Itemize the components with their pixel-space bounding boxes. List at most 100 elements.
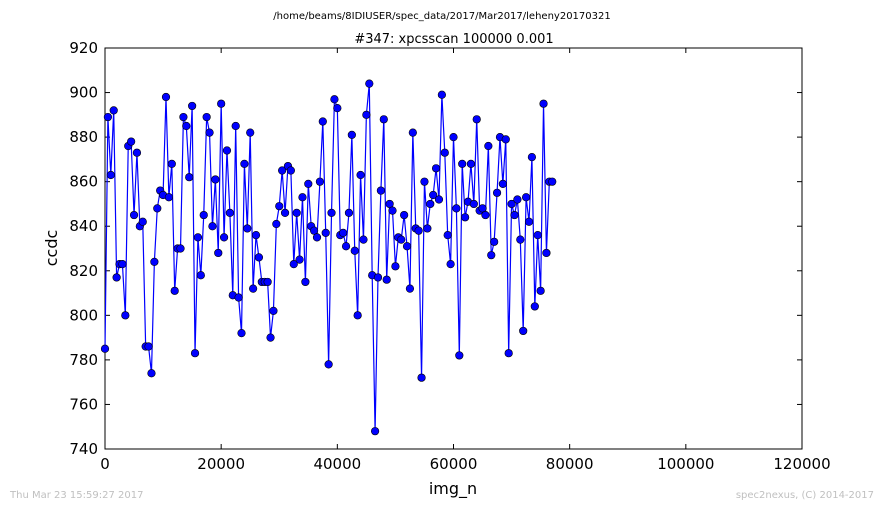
data-point <box>353 311 362 320</box>
data-point <box>266 333 275 342</box>
data-point <box>446 259 455 269</box>
data-point <box>225 208 234 217</box>
y-tick-label: 780 <box>69 351 98 369</box>
data-point <box>129 210 139 220</box>
footer-timestamp: Thu Mar 23 15:59:27 2017 <box>9 490 143 501</box>
data-point <box>211 175 220 184</box>
data-point <box>434 195 444 204</box>
data-point <box>153 204 162 213</box>
data-point <box>344 208 354 217</box>
tick-labels: 0 20000 40000 60000 80000 100000 120000 740 760 7… <box>69 39 830 473</box>
data-point <box>379 115 388 124</box>
data-point <box>536 286 545 295</box>
data-point <box>164 193 173 202</box>
data-point <box>121 311 130 320</box>
data-point <box>521 193 531 202</box>
data-point <box>234 293 243 302</box>
data-point <box>315 177 325 186</box>
data-point <box>127 137 136 146</box>
file-path-title: /home/beams/8IDIUSER/spec_data/2017/Mar2… <box>273 11 610 22</box>
data-point <box>341 242 351 251</box>
data-point <box>356 170 365 180</box>
data-point <box>440 148 449 157</box>
data-point <box>179 112 188 122</box>
data-point <box>347 130 356 139</box>
scan-title: #347: xpcsscan 100000 0.001 <box>354 32 553 47</box>
footer-credit: spec2nexus, (C) 2014-2017 <box>736 490 874 501</box>
data-point <box>414 226 423 235</box>
y-tick-label: 900 <box>69 84 98 102</box>
data-point <box>182 121 191 131</box>
data-point <box>533 231 542 240</box>
data-point <box>527 153 537 162</box>
data-point <box>417 373 426 382</box>
y-tick-label: 800 <box>69 306 98 324</box>
data-point <box>481 210 490 220</box>
data-point <box>219 233 229 242</box>
data-point <box>254 253 264 262</box>
x-tick-label: 60000 <box>430 455 478 473</box>
data-point <box>176 244 185 253</box>
data-point <box>321 228 330 238</box>
data-point <box>100 344 110 353</box>
data-point <box>510 210 519 220</box>
data-point <box>280 208 290 217</box>
data-point <box>263 277 272 287</box>
data-point <box>138 217 147 226</box>
data-point <box>167 159 176 168</box>
data-point <box>530 302 539 311</box>
data-point <box>513 195 522 204</box>
data-point <box>504 349 513 358</box>
data-point <box>312 233 322 242</box>
data-point <box>370 427 380 436</box>
data-point <box>501 135 510 144</box>
x-axis-label: img_n <box>429 479 477 499</box>
data-point <box>405 284 415 293</box>
y-tick-label: 840 <box>69 217 98 235</box>
data-point <box>330 95 339 104</box>
data-point <box>269 306 278 315</box>
data-point <box>327 208 336 217</box>
data-point <box>443 231 452 240</box>
data-point <box>519 326 528 336</box>
data-point <box>437 90 446 99</box>
data-point <box>402 242 412 251</box>
data-point <box>365 79 374 88</box>
data-point <box>161 92 171 102</box>
data-point <box>466 159 476 168</box>
data-point <box>301 277 310 287</box>
data-point <box>426 199 435 209</box>
data-point <box>461 213 470 222</box>
data-point <box>150 257 159 266</box>
data-point <box>109 106 118 115</box>
data-point <box>118 259 127 269</box>
data-point <box>147 369 156 378</box>
data-point <box>144 342 153 351</box>
data-point <box>304 179 313 188</box>
data-point <box>516 235 525 244</box>
data-point <box>205 128 214 137</box>
data-point <box>373 273 383 282</box>
data-point <box>231 121 240 131</box>
y-tick-label: 760 <box>69 395 98 413</box>
data-point <box>449 133 458 142</box>
data-point <box>132 148 142 157</box>
data-point <box>487 251 496 260</box>
data-point <box>539 99 548 108</box>
data-point <box>455 351 464 360</box>
data-point <box>542 248 551 258</box>
data-point <box>251 231 261 240</box>
data-point <box>423 224 432 233</box>
data-point <box>199 210 208 220</box>
x-tick-label: 80000 <box>546 455 594 473</box>
x-tick-label: 40000 <box>313 455 361 473</box>
data-point <box>202 112 211 122</box>
data-point <box>469 199 478 209</box>
data-point <box>188 101 197 111</box>
data-point <box>286 166 295 175</box>
x-tick-label: 100000 <box>657 455 714 473</box>
data-point <box>498 179 507 188</box>
x-tick-label: 20000 <box>197 455 245 473</box>
data-point <box>548 177 557 186</box>
